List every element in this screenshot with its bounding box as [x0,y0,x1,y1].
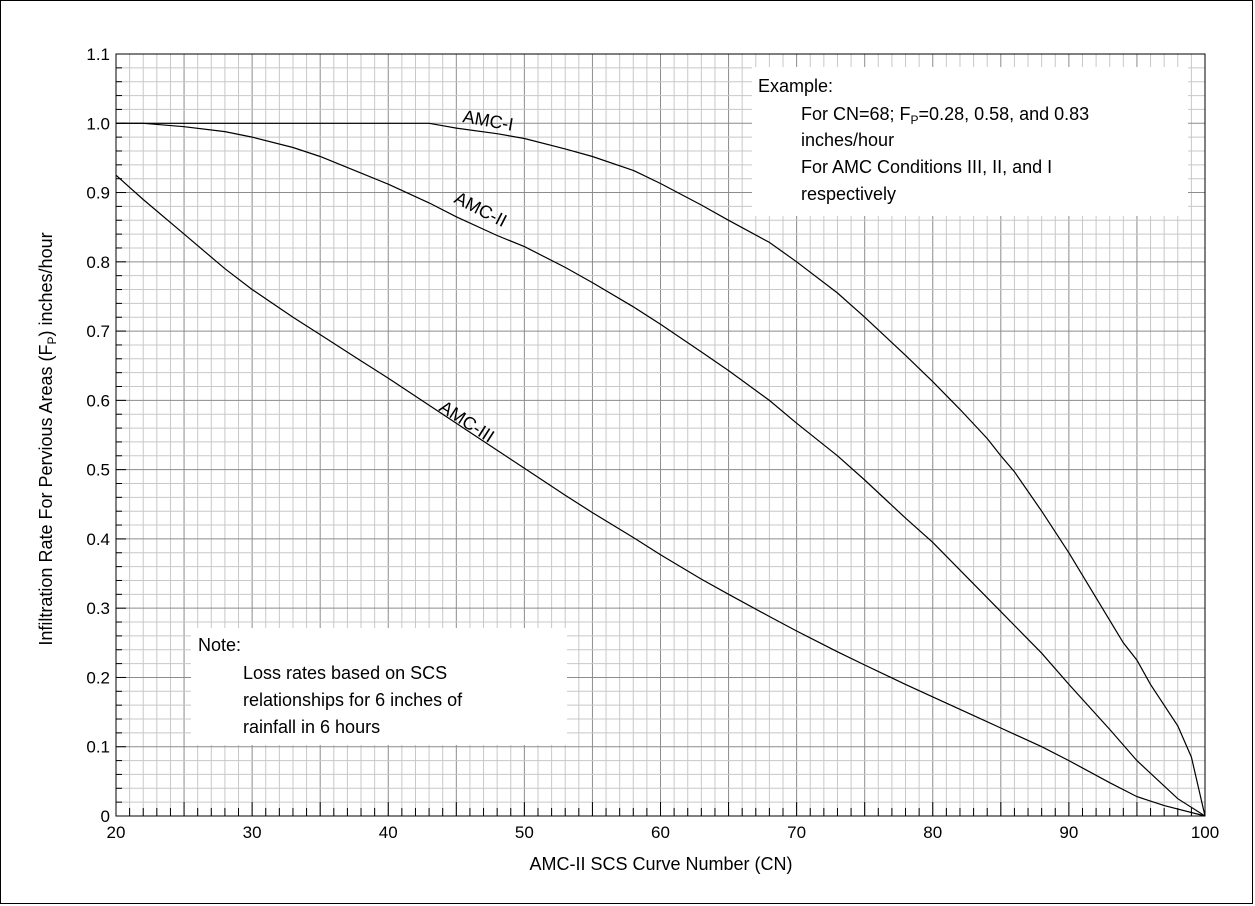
y-tick-label: 0.2 [86,668,110,687]
y-tick-label: 0.1 [86,738,110,757]
y-tick-label: 1.0 [86,114,110,133]
y-tick-label: 0.7 [86,322,110,341]
tick-labels: 20 30 40 50 60 70 80 90 100 0 0.1 0.2 0.3 0.4 0.5 0.6 0.… [86,45,1219,842]
note-box: Note: Loss rates based on SCS relationsh… [191,628,567,745]
y-tick-label: 1.1 [86,45,110,64]
x-tick-label: 70 [787,823,806,842]
y-tick-label: 0 [101,807,110,826]
y-tick-label: 0.6 [86,391,110,410]
y-tick-label: 0.5 [86,461,110,480]
series-line-amc-iii [115,174,1206,817]
series-line-amc-ii [116,122,1206,817]
example-line-2: inches/hour [801,130,894,150]
note-line-2: relationships for 6 inches of [243,690,463,710]
y-tick-label: 0.9 [86,184,110,203]
axes [115,53,1206,817]
x-axis-title: AMC-II SCS Curve Number (CN) [529,854,792,874]
y-tick-label: 0.3 [86,599,110,618]
example-line-3: For AMC Conditions III, II, and I [801,157,1052,177]
curve-label-amc-ii: AMC-II [451,188,510,231]
note-line-1: Loss rates based on SCS [243,663,447,683]
x-tick-label: 50 [515,823,534,842]
y-axis-title: Infiltration Rate For Pervious Areas (FP… [36,232,59,645]
x-tick-label: 30 [243,823,262,842]
example-box: Example: For CN=68; FP=0.28, 0.58, and 0… [752,67,1188,216]
x-tick-label: 40 [379,823,398,842]
series-line-amc-i [116,122,1206,817]
curves [115,122,1206,817]
example-title: Example: [758,76,833,96]
example-line-1: For CN=68; FP=0.28, 0.58, and 0.83 [801,104,1089,127]
y-tick-label: 0.8 [86,253,110,272]
y-tick-label: 0.4 [86,530,110,549]
example-line-4: respectively [801,184,896,204]
x-tick-label: 60 [651,823,670,842]
curve-label-amc-iii: AMC-III [436,397,498,447]
note-line-3: rainfall in 6 hours [243,717,380,737]
curve-label-amc-i: AMC-I [461,106,515,135]
note-title: Note: [198,635,241,655]
x-tick-label: 80 [923,823,942,842]
x-tick-label: 90 [1059,823,1078,842]
x-tick-label: 20 [107,823,126,842]
x-tick-label: 100 [1191,823,1219,842]
